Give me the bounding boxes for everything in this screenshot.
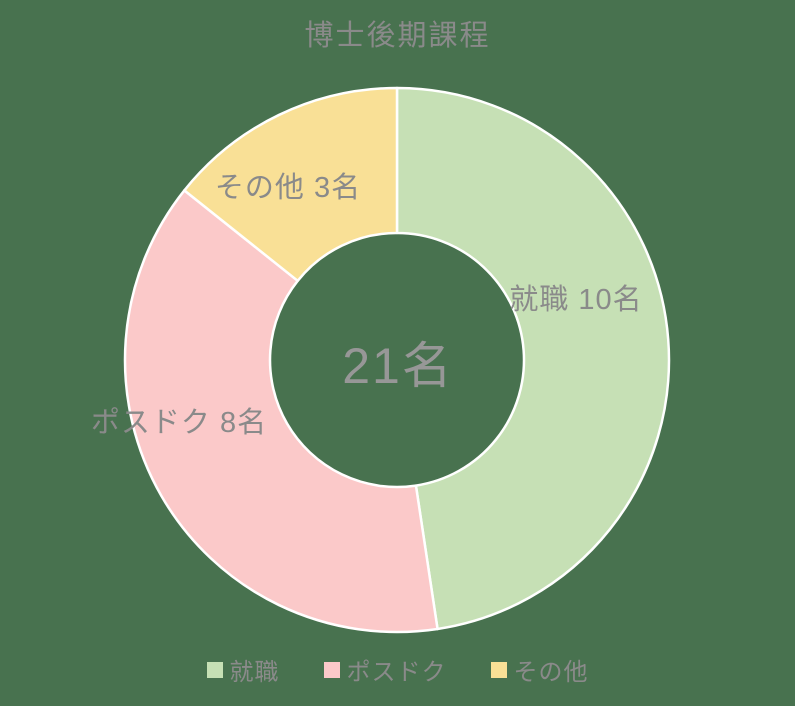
legend-item-employment: 就職 xyxy=(206,652,280,687)
slice-employment xyxy=(395,86,671,631)
slice-label-employment: 就職 10名 xyxy=(509,284,643,316)
slice-other xyxy=(183,86,399,283)
legend-item-postdoc: ポスドク xyxy=(323,652,447,687)
legend-item-other: その他 xyxy=(490,652,589,687)
chart-title: 博士後期課程 xyxy=(304,20,491,52)
legend-label-postdoc: ポスドク xyxy=(346,659,447,686)
chart-legend: 就職 ポスドク その他 xyxy=(0,652,795,687)
legend-swatch-other xyxy=(490,661,507,678)
legend-label-employment: 就職 xyxy=(229,659,280,686)
slice-label-other: その他 3名 xyxy=(214,172,362,204)
legend-swatch-employment xyxy=(206,661,223,678)
slice-postdoc xyxy=(123,189,439,634)
legend-swatch-postdoc xyxy=(323,661,340,678)
slice-label-postdoc: ポスドク 8名 xyxy=(90,407,268,439)
donut-center-total: 21名 xyxy=(342,338,454,394)
legend-label-other: その他 xyxy=(513,659,589,686)
